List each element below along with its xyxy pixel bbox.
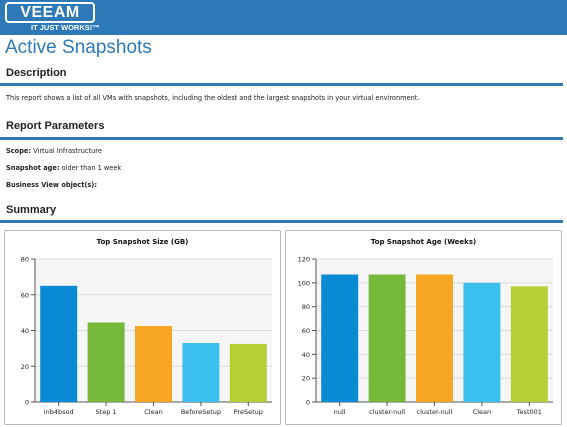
y-tick-label: 60 [21,291,29,299]
summary-heading: Summary [6,204,57,216]
parameters-heading: Report Parameters [6,120,105,132]
param-age: Snapshot age: older than 1 week [6,164,121,172]
chart-panel-age: Top Snapshot Age (Weeks) 0 20 40 60 80 100 120… [285,230,562,425]
y-tick-label: 0 [306,399,310,407]
bar [229,343,267,402]
parameters-divider [0,137,563,140]
param-scope-value: Virtual Infrastructure [33,147,102,155]
bar [135,326,172,402]
y-tick-label: 0 [25,399,29,407]
x-tick-label: PreSetup [234,408,263,416]
param-age-label: Snapshot age: [6,164,60,172]
chart-age: 0 20 40 60 80 100 120 null cluster-null cluster-n… [298,256,553,416]
x-tick-label: Clean [473,408,491,416]
logo-wordmark: VEEAM [5,2,95,23]
bar [40,285,78,402]
x-tick-label: Test001 [516,408,542,416]
page-title: Active Snapshots [5,37,152,58]
y-tick-label: 20 [302,375,310,383]
bar [321,274,359,402]
x-tick-label: cluster-null [417,408,453,416]
veeam-logo: VEEAM IT JUST WORKS!™ [5,2,100,33]
param-age-value: older than 1 week [61,164,122,172]
y-tick-label: 120 [298,256,310,264]
summary-divider [0,220,563,223]
bar [416,274,453,402]
y-tick-label: 80 [302,303,310,311]
bar [368,274,406,402]
chart-panel-size: Top Snapshot Size (GB) 0 20 40 60 80 inb4bsod… [4,230,281,425]
x-tick-label: inb4bsod [44,408,74,416]
description-heading: Description [6,67,67,79]
header-banner: VEEAM IT JUST WORKS!™ [0,0,567,35]
x-tick-label: cluster-null [369,408,405,416]
y-tick-label: 80 [21,256,29,264]
description-text: This report shows a list of all VMs with… [6,94,420,102]
x-tick-label: Step 1 [96,408,117,416]
bar [182,343,220,402]
x-tick-label: Clean [144,408,162,416]
param-scope: Scope: Virtual Infrastructure [6,147,102,155]
chart-title-age: Top Snapshot Age (Weeks) [370,238,477,246]
param-scope-label: Scope: [6,147,32,155]
description-divider [0,83,563,86]
y-tick-label: 40 [21,327,29,335]
bar [463,282,501,402]
y-tick-label: 100 [298,279,310,287]
bar [87,322,125,402]
x-tick-label: BeforeSetup [181,408,221,416]
chart-title-size: Top Snapshot Size (GB) [96,238,189,246]
param-business-view-label: Business View object(s): [6,181,97,189]
y-tick-label: 40 [302,351,310,359]
param-business-view: Business View object(s): [6,181,97,189]
chart-size: 0 20 40 60 80 inb4bsod Step 1 Clean BeforeSetup P… [21,256,272,416]
y-tick-label: 20 [21,363,29,371]
bar [510,286,548,402]
logo-tagline: IT JUST WORKS!™ [31,23,100,32]
y-tick-label: 60 [302,327,310,335]
x-tick-label: null [334,408,346,416]
